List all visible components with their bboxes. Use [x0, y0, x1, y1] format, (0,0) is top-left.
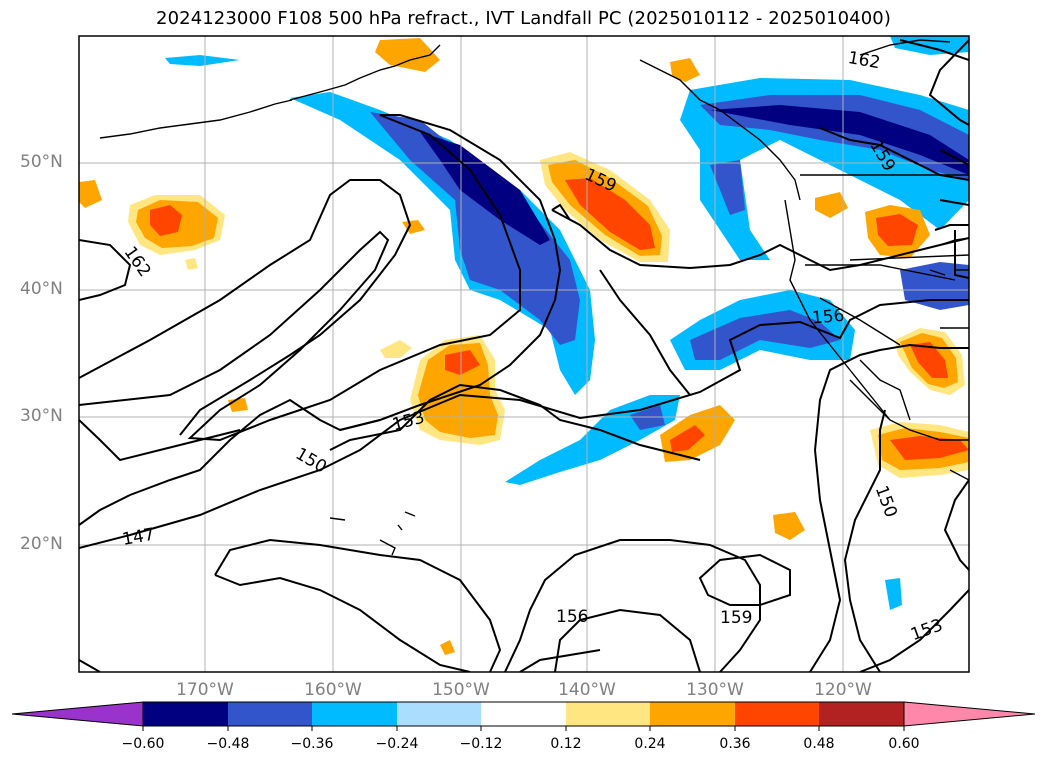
- lon-label: 140°W: [558, 680, 616, 700]
- colorbar-bin: [481, 702, 566, 726]
- colorbar-bin: [312, 702, 397, 726]
- colorbar-bin: [819, 702, 904, 726]
- colorbar-tick-label: −0.36: [290, 736, 334, 752]
- colorbar-tick-label: 0.36: [719, 736, 751, 752]
- lon-label: 170°W: [176, 680, 234, 700]
- lon-label: 120°W: [814, 680, 872, 700]
- lon-label: 160°W: [304, 680, 362, 700]
- colorbar-min-extension: [11, 701, 144, 727]
- colorbar-bin: [228, 702, 312, 726]
- colorbar-tick-label: −0.24: [375, 736, 419, 752]
- lat-label: 50°N: [20, 152, 63, 172]
- colorbar-tick-label: −0.12: [459, 736, 503, 752]
- lat-label: 20°N: [20, 534, 63, 554]
- lon-label: 150°W: [432, 680, 490, 700]
- contour-label: 159: [720, 608, 752, 628]
- height-contours: [79, 39, 969, 672]
- colorbar-bin: [735, 702, 819, 726]
- colorbar-bin: [566, 702, 650, 726]
- plot-frame: [78, 35, 970, 673]
- colorbar-bin: [397, 702, 481, 726]
- contour-label: 156: [811, 306, 845, 329]
- colorbar-tick-label: 0.60: [888, 736, 920, 752]
- colorbar-tick-label: 0.24: [634, 736, 666, 752]
- colorbar: [11, 701, 1036, 731]
- colorbar-bin: [650, 702, 735, 726]
- colorbar-max-extension: [903, 701, 1036, 727]
- colorbar-tick-label: 0.12: [550, 736, 582, 752]
- map-title: 2024123000 F108 500 hPa refract., IVT La…: [156, 8, 891, 29]
- lon-label: 130°W: [686, 680, 744, 700]
- colorbar-tick-label: −0.48: [206, 736, 250, 752]
- lat-label: 40°N: [20, 279, 63, 299]
- colorbar-tick-label: −0.60: [121, 736, 165, 752]
- colorbar-bin: [143, 702, 228, 726]
- lat-label: 30°N: [20, 406, 63, 426]
- coastlines: [99, 39, 969, 556]
- colorbar-tick-label: 0.48: [803, 736, 835, 752]
- graticule: [79, 36, 969, 672]
- contour-label: 156: [556, 607, 588, 627]
